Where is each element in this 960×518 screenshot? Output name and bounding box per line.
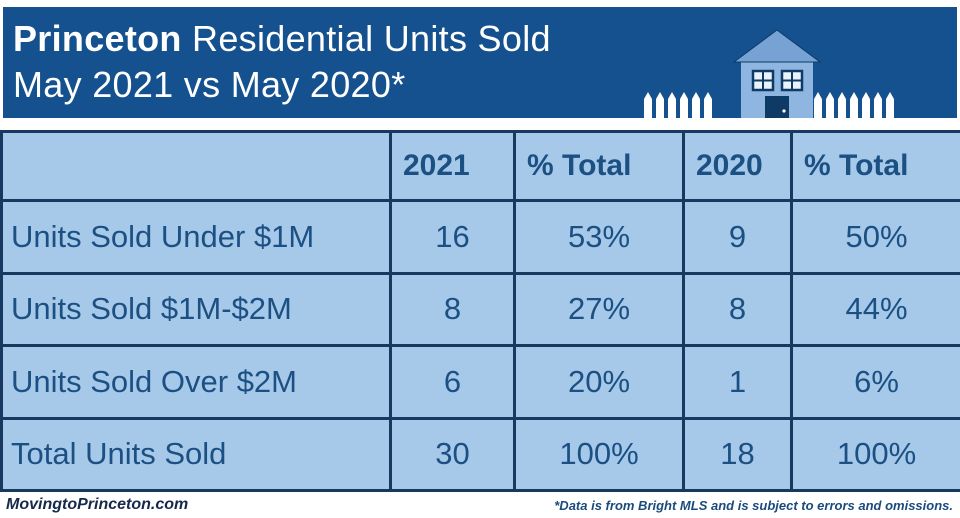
cell-value: 30 (389, 416, 516, 493)
table-row-over-2m: Units Sold Over $2M 6 20% 1 6% (0, 344, 960, 420)
title-rest: Residential Units Sold (181, 18, 551, 59)
column-header-2021-pct: % Total (513, 129, 685, 203)
cell-value: 16 (389, 199, 516, 275)
cell-value: 27% (513, 271, 685, 348)
row-label: Units Sold Under $1M (0, 199, 392, 275)
cell-value: 100% (513, 416, 685, 493)
table-header-row: 2021 % Total 2020 % Total (0, 129, 960, 203)
house-window-left (751, 69, 775, 92)
row-label: Units Sold Over $2M (0, 344, 392, 420)
title-line-2: May 2021 vs May 2020* (13, 64, 406, 105)
row-label: Total Units Sold (0, 416, 392, 493)
house-icon (644, 29, 894, 118)
table-row-total: Total Units Sold 30 100% 18 100% (0, 416, 960, 493)
cell-value: 20% (513, 344, 685, 420)
table-row-1m-2m: Units Sold $1M-$2M 8 27% 8 44% (0, 271, 960, 348)
title-brand: Princeton (13, 18, 182, 59)
house-window-right (780, 69, 804, 92)
house-door (765, 96, 789, 118)
cell-value: 50% (790, 199, 960, 275)
column-header-2021: 2021 (389, 129, 516, 203)
cell-value: 44% (790, 271, 960, 348)
table-row-under-1m: Units Sold Under $1M 16 53% 9 50% (0, 199, 960, 275)
website-url: MovingtoPrinceton.com (6, 496, 189, 513)
row-label: Units Sold $1M-$2M (0, 271, 392, 348)
cell-value: 8 (682, 271, 793, 348)
cell-value: 6 (389, 344, 516, 420)
cell-value: 100% (790, 416, 960, 493)
cell-value: 1 (682, 344, 793, 420)
header-banner: Princeton Residential Units Sold May 202… (3, 7, 957, 118)
fence-left-icon (644, 92, 712, 118)
cell-value: 6% (790, 344, 960, 420)
data-disclaimer: *Data is from Bright MLS and is subject … (554, 498, 953, 513)
column-header-2020: 2020 (682, 129, 793, 203)
column-header-2020-pct: % Total (790, 129, 960, 203)
sales-table: 2021 % Total 2020 % Total Units Sold Und… (0, 129, 960, 493)
fence-right-icon (814, 92, 894, 118)
cell-value: 18 (682, 416, 793, 493)
cell-value: 53% (513, 199, 685, 275)
cell-value: 8 (389, 271, 516, 348)
cell-value: 9 (682, 199, 793, 275)
page-title: Princeton Residential Units Sold May 202… (13, 16, 551, 108)
door-knob (782, 109, 786, 113)
house-roof (732, 29, 822, 63)
column-header-blank (0, 129, 392, 203)
title-line-1: Princeton Residential Units Sold (13, 16, 551, 62)
